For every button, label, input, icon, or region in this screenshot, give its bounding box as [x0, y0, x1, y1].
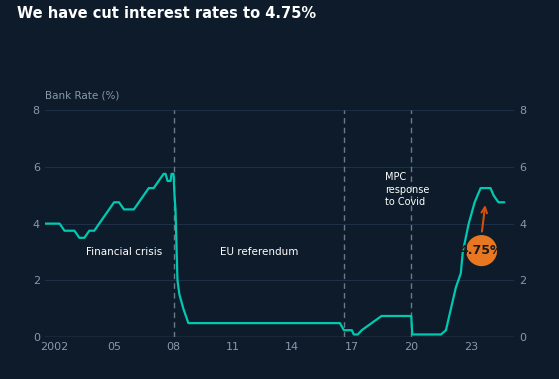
Text: MPC
response
to Covid: MPC response to Covid: [386, 172, 430, 207]
Text: We have cut interest rates to 4.75%: We have cut interest rates to 4.75%: [17, 6, 316, 21]
Text: EU referendum: EU referendum: [220, 247, 298, 257]
Text: Bank Rate (%): Bank Rate (%): [45, 91, 119, 100]
Ellipse shape: [467, 236, 496, 265]
Text: Financial crisis: Financial crisis: [86, 247, 162, 257]
Text: 4.75%: 4.75%: [460, 244, 503, 257]
